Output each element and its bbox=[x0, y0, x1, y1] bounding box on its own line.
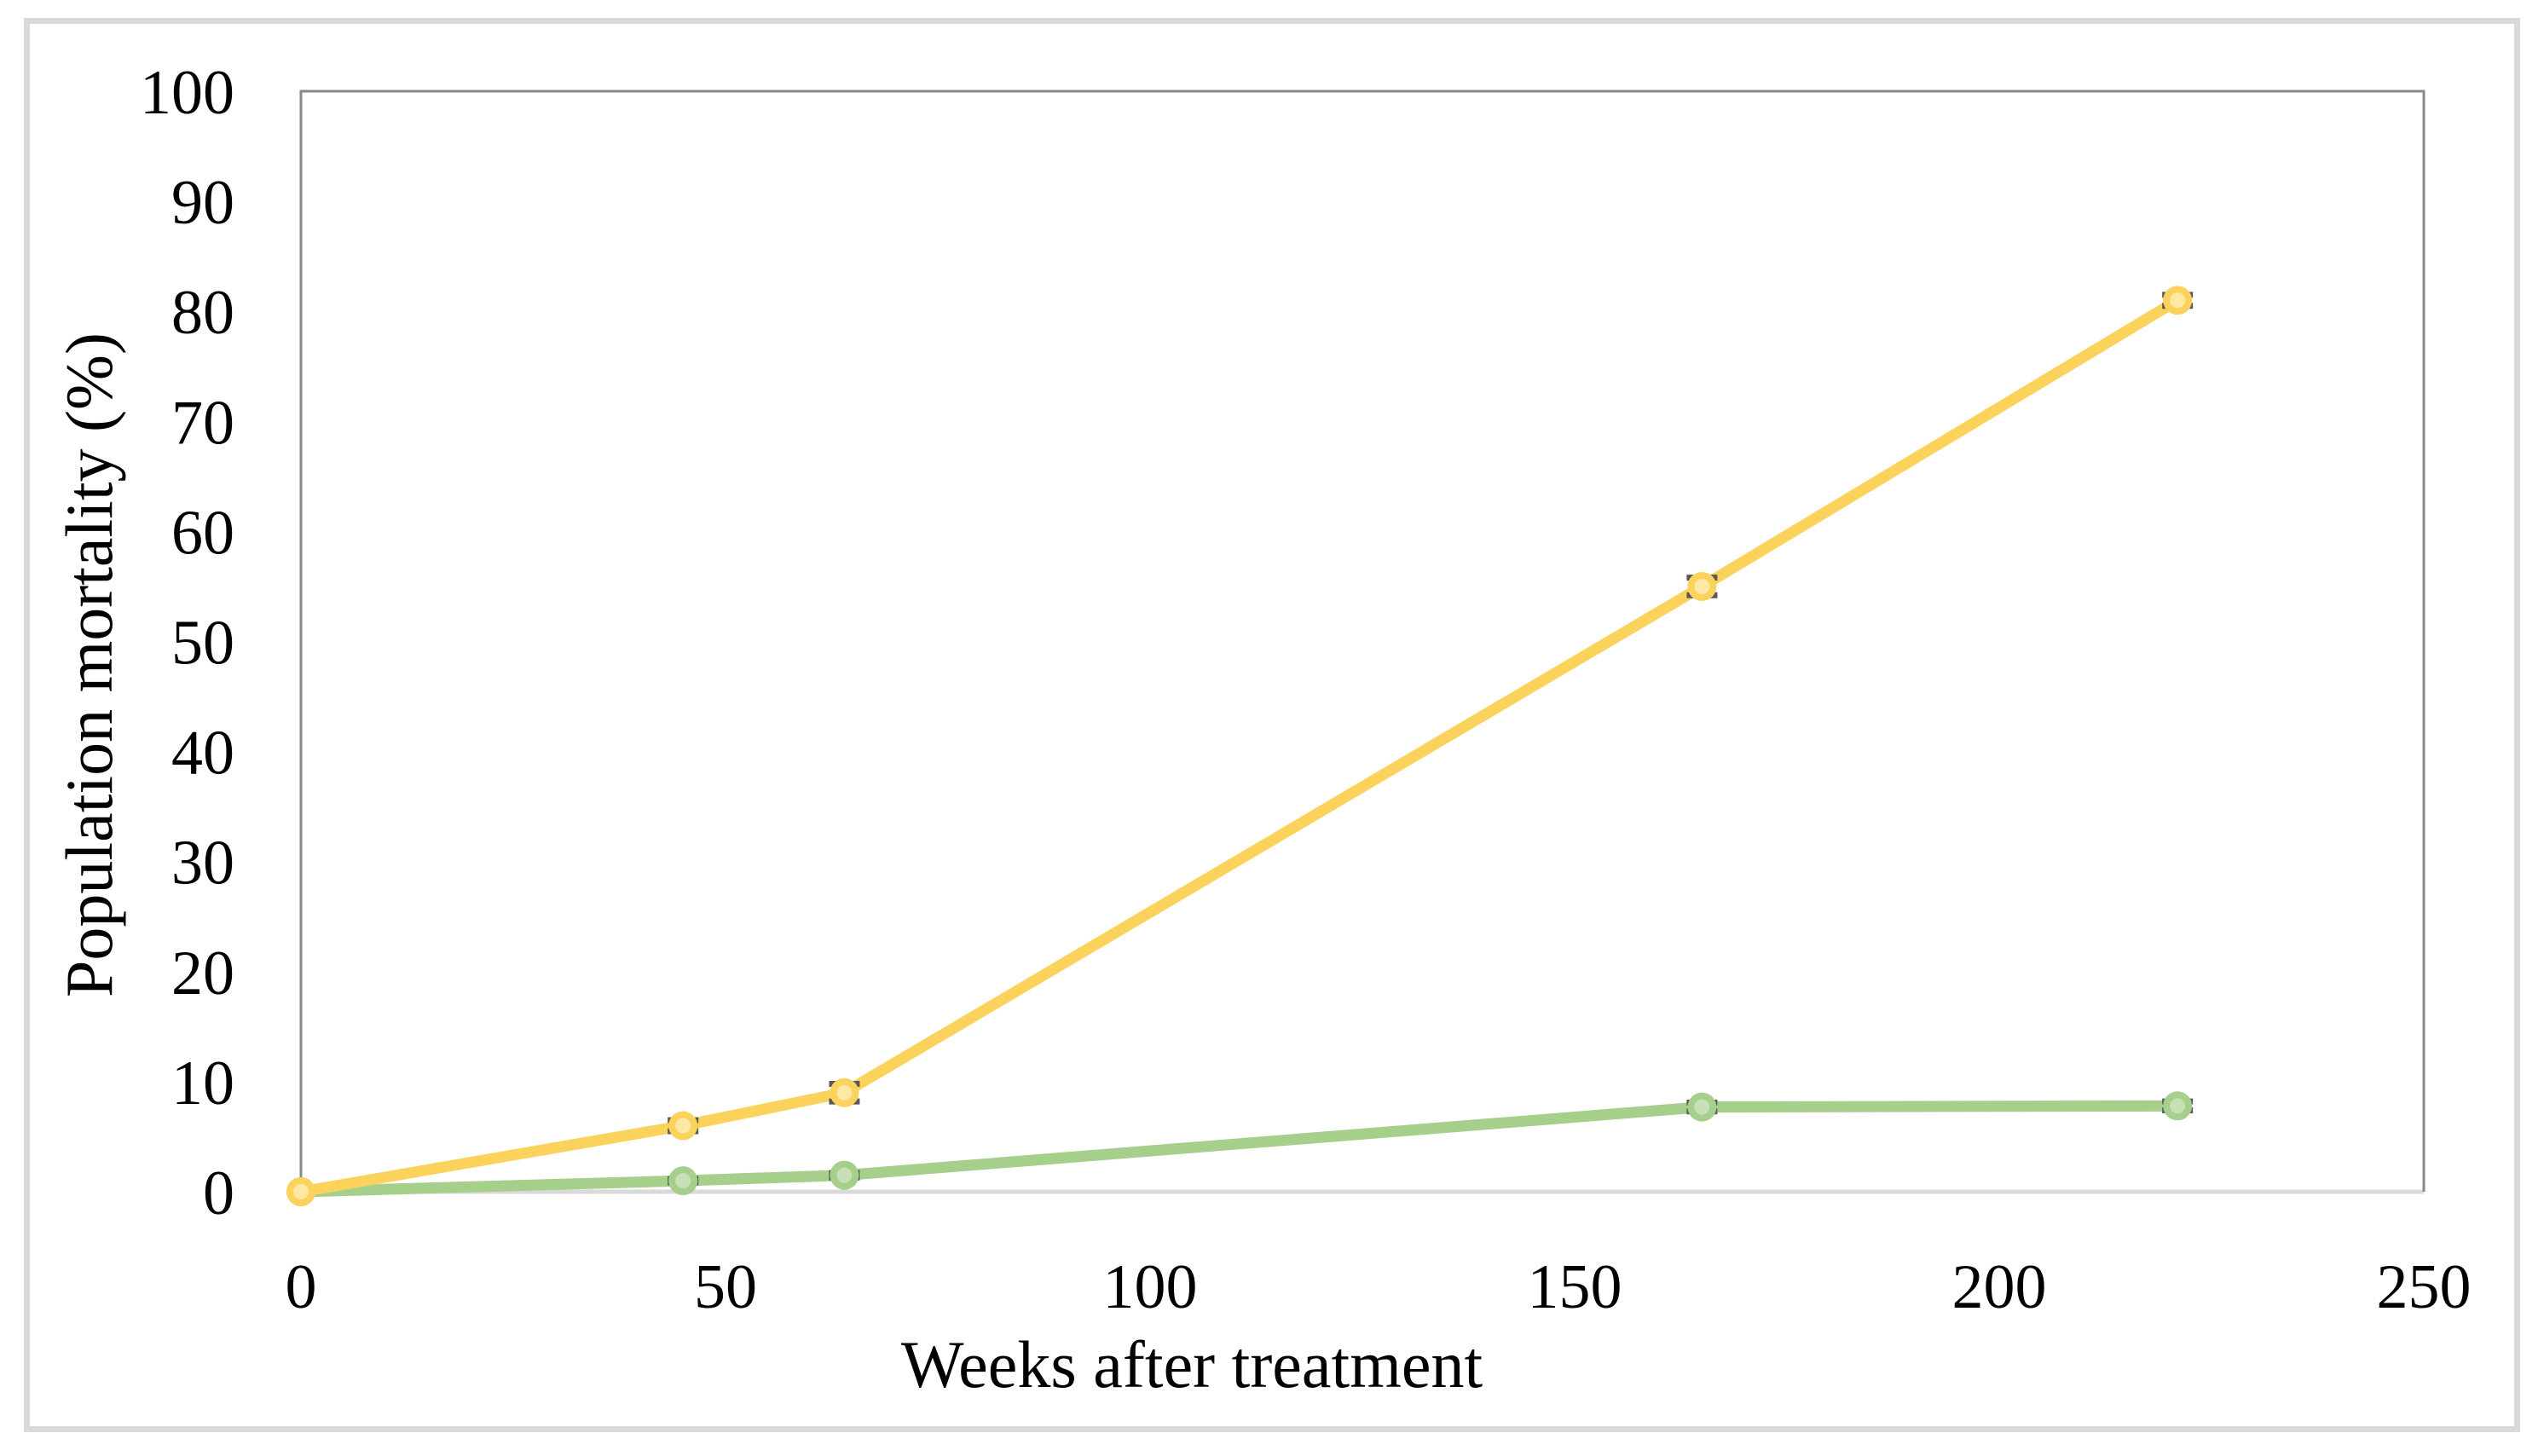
plot-border bbox=[299, 90, 2425, 1192]
data-point-marker-center bbox=[836, 1084, 853, 1101]
data-point-marker-center bbox=[1694, 578, 1710, 594]
series-line-green-series bbox=[295, 1100, 2183, 1198]
y-tick-label: 80 bbox=[171, 278, 234, 348]
x-tick-label: 50 bbox=[694, 1252, 757, 1322]
x-tick-label: 0 bbox=[286, 1252, 317, 1322]
y-tick-label: 0 bbox=[203, 1158, 234, 1228]
y-tick-label: 100 bbox=[140, 58, 234, 128]
data-point-marker-center bbox=[2170, 1098, 2186, 1114]
x-tick-label: 200 bbox=[1952, 1252, 2047, 1322]
x-tick-label: 150 bbox=[1528, 1252, 1622, 1322]
y-tick-label: 10 bbox=[171, 1049, 234, 1118]
data-point-marker-center bbox=[675, 1118, 691, 1134]
y-tick-label: 30 bbox=[171, 829, 234, 898]
figure-border bbox=[24, 18, 2520, 1432]
y-tick-label: 60 bbox=[171, 498, 234, 568]
data-point-marker-center bbox=[293, 1184, 309, 1199]
y-tick-label: 20 bbox=[171, 939, 234, 1008]
x-tick-label: 250 bbox=[2377, 1252, 2472, 1322]
data-point-marker-center bbox=[1694, 1099, 1710, 1115]
y-tick-label: 50 bbox=[171, 609, 234, 679]
data-point-marker-center bbox=[836, 1167, 853, 1183]
data-point-marker-center bbox=[675, 1173, 691, 1189]
y-axis-title: Population mortality (%) bbox=[52, 332, 126, 997]
x-tick-label: 100 bbox=[1103, 1252, 1198, 1322]
series-line-yellow-series bbox=[295, 294, 2183, 1198]
y-tick-label: 90 bbox=[171, 168, 234, 238]
y-tick-label: 70 bbox=[171, 388, 234, 458]
data-point-marker-center bbox=[2170, 292, 2186, 309]
x-axis-title: Weeks after treatment bbox=[900, 1327, 1483, 1401]
y-tick-label: 40 bbox=[171, 719, 234, 789]
